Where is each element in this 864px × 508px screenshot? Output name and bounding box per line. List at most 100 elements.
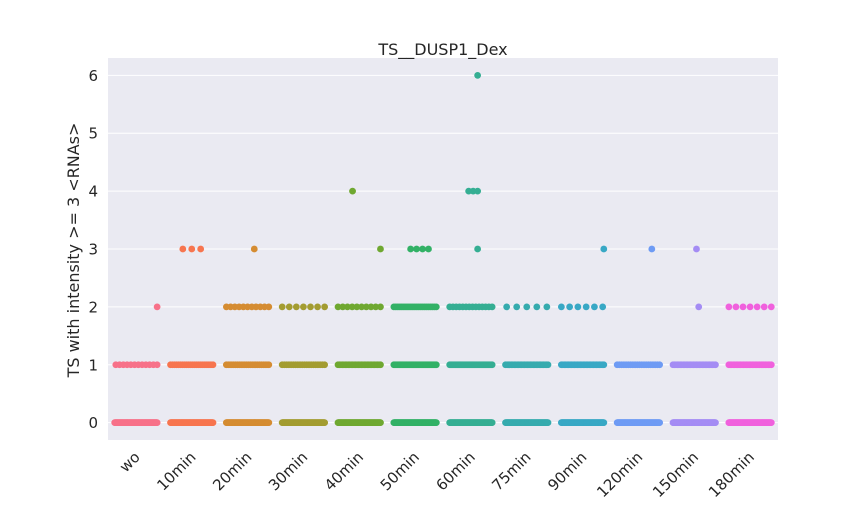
data-point-40min	[367, 303, 375, 311]
data-point-60min	[474, 245, 482, 253]
data-point-150min	[712, 419, 719, 427]
data-point-120min	[656, 419, 664, 427]
data-point-50min	[432, 419, 440, 427]
data-point-40min	[377, 419, 384, 427]
data-point-150min	[693, 245, 700, 253]
data-point-30min	[321, 303, 329, 311]
data-point-wo	[153, 361, 161, 369]
data-point-50min	[432, 361, 440, 369]
x-tick-labels: wo 10min 20min 30min 40min 50min 60min 75min 90m…	[116, 448, 758, 501]
x-tick-label: 90min	[544, 448, 590, 494]
data-point-120min	[656, 361, 664, 369]
y-tick-label: 2	[88, 298, 98, 316]
data-point-40min	[377, 361, 384, 369]
data-point-40min	[344, 303, 351, 311]
data-point-60min	[474, 187, 482, 195]
x-tick-label: 60min	[433, 448, 479, 494]
data-point-20min	[265, 419, 273, 427]
data-point-75min	[523, 303, 531, 311]
data-point-40min	[377, 245, 384, 253]
data-point-30min	[307, 303, 314, 311]
data-point-90min	[591, 303, 598, 311]
data-point-60min	[474, 71, 482, 79]
data-point-50min	[413, 245, 420, 253]
data-point-20min	[250, 245, 258, 253]
data-point-180min	[753, 303, 761, 311]
data-point-wo	[153, 419, 161, 427]
data-point-40min	[339, 303, 347, 311]
data-point-180min	[739, 303, 747, 311]
data-point-150min	[712, 361, 719, 369]
data-point-180min	[725, 303, 733, 311]
data-point-90min	[574, 303, 582, 311]
data-point-60min	[488, 361, 496, 369]
data-point-40min	[362, 303, 370, 311]
data-point-50min	[419, 245, 426, 253]
data-point-20min	[265, 361, 273, 369]
data-points	[111, 71, 775, 427]
y-tick-labels: 0 1 2 3 4 5 6	[88, 67, 98, 432]
x-tick-label: 75min	[488, 448, 534, 494]
data-point-40min	[353, 303, 361, 311]
data-point-180min	[746, 303, 754, 311]
x-tick-label: 20min	[209, 448, 255, 494]
data-point-30min	[285, 303, 293, 311]
data-point-75min	[544, 361, 552, 369]
data-point-90min	[600, 419, 608, 427]
data-point-180min	[767, 361, 775, 369]
x-tick-label: 40min	[321, 448, 367, 494]
data-point-75min	[544, 419, 552, 427]
data-point-90min	[557, 303, 565, 311]
data-point-75min	[513, 303, 521, 311]
x-tick-label: 180min	[705, 448, 758, 501]
data-point-wo	[153, 303, 161, 311]
data-point-90min	[566, 303, 574, 311]
x-tick-label: 50min	[377, 448, 423, 494]
chart-title: TS__DUSP1_Dex	[377, 40, 507, 60]
data-point-150min	[695, 303, 703, 311]
data-point-40min	[334, 303, 342, 311]
data-point-90min	[599, 303, 607, 311]
y-tick-label: 1	[88, 356, 98, 374]
data-point-180min	[767, 303, 775, 311]
y-tick-label: 0	[88, 414, 98, 432]
data-point-50min	[432, 303, 440, 311]
data-point-75min	[543, 303, 551, 311]
data-point-30min	[300, 303, 307, 311]
y-tick-label: 3	[88, 241, 98, 259]
y-tick-label: 6	[88, 67, 98, 85]
data-point-30min	[321, 419, 329, 427]
data-point-90min	[582, 303, 590, 311]
data-point-40min	[348, 303, 356, 311]
data-point-10min	[197, 245, 205, 253]
data-point-60min	[488, 419, 496, 427]
data-point-60min	[488, 303, 496, 311]
data-point-40min	[372, 303, 380, 311]
data-point-10min	[188, 245, 196, 253]
data-point-30min	[292, 303, 300, 311]
data-point-50min	[425, 245, 432, 253]
data-point-20min	[265, 303, 273, 311]
data-point-75min	[503, 303, 511, 311]
grid-lines	[108, 74, 778, 424]
data-point-40min	[349, 187, 356, 195]
data-point-180min	[767, 419, 775, 427]
data-point-10min	[179, 245, 187, 253]
data-point-90min	[600, 361, 608, 369]
data-point-180min	[732, 303, 740, 311]
data-point-120min	[648, 245, 656, 253]
data-point-90min	[600, 245, 608, 253]
x-tick-label: 10min	[153, 448, 199, 494]
data-point-180min	[760, 303, 768, 311]
data-point-40min	[377, 303, 384, 311]
data-point-40min	[358, 303, 366, 311]
data-point-30min	[321, 361, 329, 369]
data-point-50min	[407, 245, 415, 253]
x-tick-label: 150min	[649, 448, 702, 501]
x-tick-label: 120min	[593, 448, 646, 501]
y-tick-label: 4	[88, 183, 98, 201]
y-tick-label: 5	[88, 125, 98, 143]
x-tick-label: wo	[116, 448, 144, 476]
y-axis-label: TS with intensity >= 3 <RNAs>	[64, 123, 83, 379]
